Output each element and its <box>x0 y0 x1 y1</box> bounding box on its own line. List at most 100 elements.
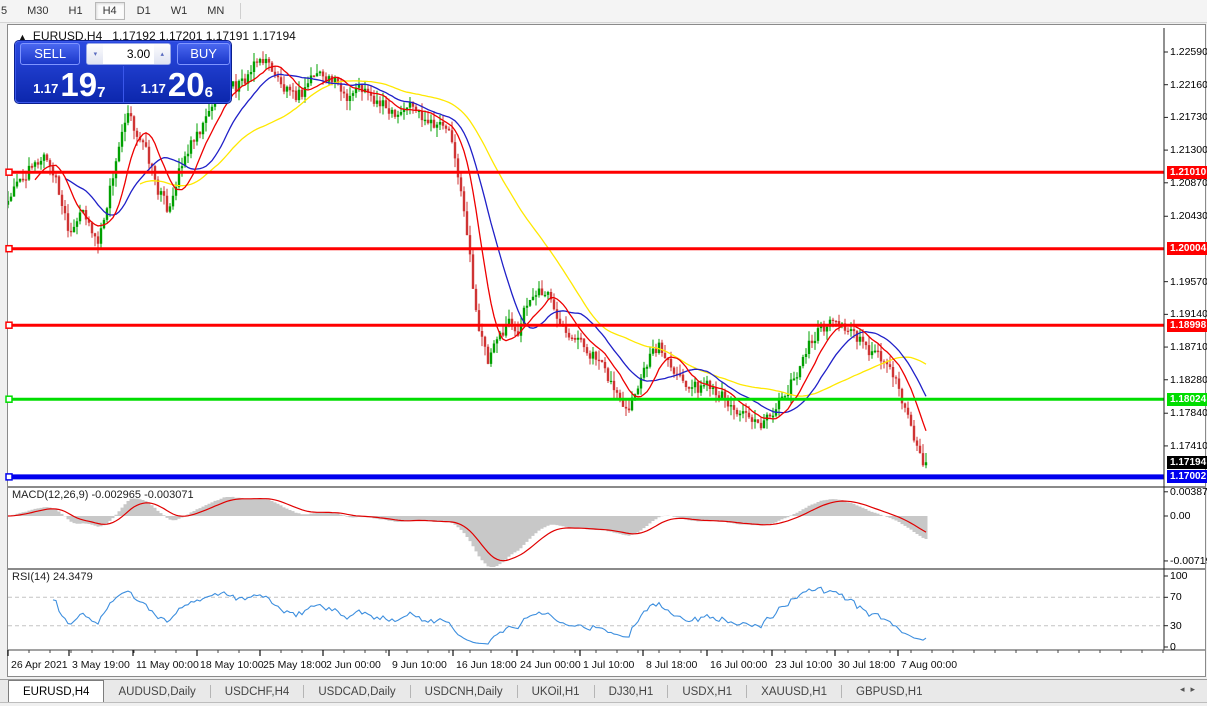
tab-scroll-left-icon[interactable]: ◂ <box>1179 684 1191 694</box>
chart-tab-eurusd-h4[interactable]: EURUSD,H4 <box>8 680 105 703</box>
sell-price-pip: 7 <box>97 84 106 101</box>
rsi-tick-label: 100 <box>1170 570 1188 582</box>
resistance-1-price-badge: 1.21010 <box>1167 165 1207 179</box>
up-candle-bodies <box>8 58 928 466</box>
chart-tab-gbpusd-h1[interactable]: GBPUSD,H1 <box>856 685 923 698</box>
chart-tab-usdcad-daily[interactable]: USDCAD,Daily <box>318 685 396 698</box>
price-tick-label: 1.22160 <box>1170 78 1207 91</box>
chart-tab-ukoil-h1[interactable]: UKOil,H1 <box>531 685 580 698</box>
timeframe-toolbar: 5 M30 H1 H4 D1 W1 MN <box>0 0 1207 23</box>
buy-price-display[interactable]: 1.17 20 6 <box>124 66 231 102</box>
macd-histogram <box>9 496 928 567</box>
chart-tab-usdchf-h4[interactable]: USDCHF,H4 <box>224 685 290 698</box>
time-axis-label: 2 Jun 00:00 <box>326 659 381 671</box>
resistance-2-handle[interactable] <box>5 244 13 253</box>
collapse-arrow-icon[interactable]: ▲ <box>18 32 27 42</box>
tab-separator <box>303 685 305 698</box>
resistance-1-handle[interactable] <box>5 168 13 176</box>
time-axis-label: 7 Aug 00:00 <box>901 659 958 671</box>
trade-panel-divider <box>122 66 124 102</box>
price-tick-label: 1.19140 <box>1170 308 1207 321</box>
macd-pane <box>8 496 928 567</box>
volume-decrease-button[interactable]: ▾ <box>87 44 104 64</box>
macd-tick-label: -0.00719 <box>1170 554 1207 567</box>
chart-tab-usdcnh-daily[interactable]: USDCNH,Daily <box>424 685 503 698</box>
rsi-pane-separator[interactable] <box>8 568 1205 571</box>
resistance-3-handle[interactable] <box>5 321 13 329</box>
sell-button[interactable]: SELL <box>20 43 81 65</box>
chart-symbol-label: EURUSD,H4 <box>32 29 103 43</box>
price-tick-label: 1.18710 <box>1170 341 1207 354</box>
tab-scroll-arrows[interactable]: ◂▸ <box>1180 684 1201 695</box>
buy-price-pip: 6 <box>204 84 213 101</box>
chart-tab-xauusd-h1[interactable]: XAUUSD,H1 <box>761 685 827 698</box>
ma-slow-line[interactable] <box>139 80 927 397</box>
rsi-pane <box>8 586 1164 645</box>
rsi-tick-label: 30 <box>1170 619 1182 632</box>
chart-tab-audusd-daily[interactable]: AUDUSD,Daily <box>118 685 196 698</box>
tab-separator <box>841 685 842 698</box>
time-axis-label: 26 Apr 2021 <box>11 659 68 671</box>
timeframe-button-d1[interactable]: D1 <box>136 5 151 17</box>
macd-pane-separator[interactable] <box>8 486 1205 489</box>
time-axis-label: 16 Jul 00:00 <box>710 659 768 671</box>
toolbar-separator <box>240 3 242 19</box>
sell-price-prefix: 1.17 <box>33 81 59 96</box>
sell-price-main: 19 <box>60 66 98 103</box>
status-strip <box>0 702 1207 706</box>
resistance-3-price-badge: 1.18998 <box>1167 318 1207 332</box>
tab-separator <box>593 685 595 698</box>
rsi-indicator-label: RSI(14) 24.3479 <box>12 571 93 583</box>
tab-separator <box>516 685 518 698</box>
volume-increase-button[interactable]: ▴ <box>154 44 171 64</box>
buy-price-prefix: 1.17 <box>140 81 166 96</box>
timeframe-button-5[interactable]: 5 <box>1 5 8 17</box>
support-green-handle[interactable] <box>5 395 13 403</box>
chart-title: ▲ EURUSD,H4 1.17192 1.17201 1.17191 1.1719… <box>18 29 296 43</box>
timeframe-button-m30[interactable]: M30 <box>27 5 49 17</box>
price-tick-label: 1.17410 <box>1170 439 1207 452</box>
trade-panel-prices: 1.17 19 7 1.17 20 6 <box>16 66 230 102</box>
timeframe-button-h1[interactable]: H1 <box>68 5 83 17</box>
price-tick-label: 1.17840 <box>1170 407 1207 420</box>
ma-mid-line[interactable] <box>64 73 927 414</box>
buy-button[interactable]: BUY <box>177 43 231 65</box>
time-axis-label: 3 May 19:00 <box>72 659 130 671</box>
rsi-tick-label: 0 <box>1170 641 1176 653</box>
ma-fast-line[interactable] <box>34 65 927 432</box>
up-candle-wicks <box>8 53 927 469</box>
time-axis-label: 23 Jul 10:00 <box>775 659 833 671</box>
time-axis-label: 25 May 18:00 <box>263 659 327 671</box>
time-axis-label: 30 Jul 18:00 <box>838 659 896 671</box>
timeframe-button-mn[interactable]: MN <box>207 5 225 17</box>
time-axis-label: 1 Jul 10:00 <box>583 659 635 671</box>
chart-tab-usdx-h1[interactable]: USDX,H1 <box>682 685 733 698</box>
macd-tick-label: 0.003873 <box>1170 485 1207 498</box>
candles <box>8 51 928 469</box>
chart-tab-dj30-h1[interactable]: DJ30,H1 <box>608 685 654 698</box>
down-candle-bodies <box>21 58 925 466</box>
tab-separator <box>746 685 748 698</box>
price-tick-label: 1.18280 <box>1170 373 1207 386</box>
rsi-tick-label: 70 <box>1170 591 1182 604</box>
support-green-price-badge: 1.18024 <box>1167 392 1207 406</box>
one-click-trading-panel: SELL ▾ 3.00 ▴ BUY 1.17 19 7 1.17 20 6 <box>15 41 231 103</box>
time-axis-label: 24 Jun 00:00 <box>520 659 581 671</box>
price-tick-label: 1.19570 <box>1170 275 1207 288</box>
timeframe-button-h4[interactable]: H4 <box>94 2 125 20</box>
trade-panel-top-row: SELL ▾ 3.00 ▴ BUY <box>16 42 231 66</box>
macd-tick-label: 0.00 <box>1170 510 1191 522</box>
volume-input[interactable]: 3.00 <box>103 44 155 64</box>
time-axis-label: 18 May 10:00 <box>200 659 264 671</box>
time-axis-label: 8 Jul 18:00 <box>646 659 698 671</box>
support-blue-price-badge: 1.17002 <box>1167 470 1207 484</box>
support-blue-handle[interactable] <box>5 473 13 481</box>
time-axis-label: 11 May 00:00 <box>136 659 199 671</box>
tab-separator <box>667 685 669 698</box>
tab-scroll-right-icon[interactable]: ▸ <box>1190 684 1201 694</box>
sell-price-display[interactable]: 1.17 19 7 <box>16 66 123 102</box>
timeframe-button-w1[interactable]: W1 <box>170 5 188 17</box>
current-price-badge: 1.17194 <box>1167 455 1207 469</box>
resistance-2-price-badge: 1.20004 <box>1167 242 1207 256</box>
